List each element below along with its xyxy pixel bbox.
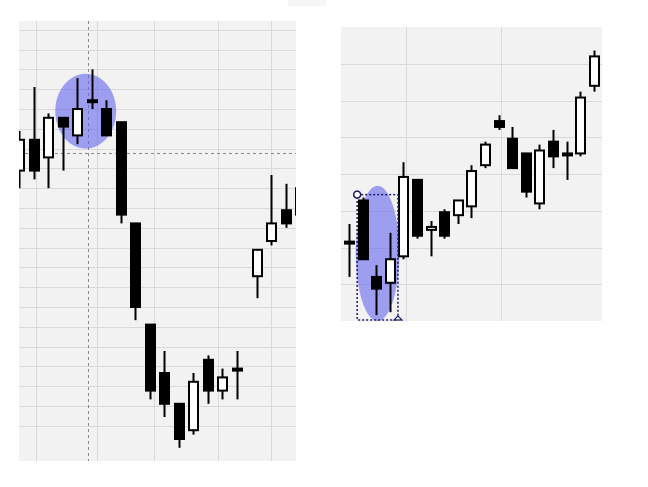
candle bbox=[453, 199, 464, 224]
selection-handle-top-left bbox=[352, 190, 362, 199]
candle bbox=[466, 165, 477, 219]
candle-body bbox=[344, 240, 355, 245]
candle bbox=[575, 91, 586, 157]
candle-body bbox=[130, 222, 141, 308]
candle-body bbox=[203, 358, 214, 392]
candle-body bbox=[188, 380, 199, 432]
candle-body bbox=[43, 116, 54, 159]
chart-panel-right bbox=[341, 27, 602, 321]
candles bbox=[344, 50, 600, 316]
candle-body bbox=[439, 211, 450, 237]
candle-body bbox=[521, 152, 532, 193]
candle bbox=[494, 115, 505, 130]
candle-body bbox=[266, 222, 277, 242]
candle bbox=[43, 113, 54, 189]
candle-body bbox=[232, 367, 243, 372]
candle bbox=[371, 265, 382, 316]
candle-body bbox=[174, 402, 185, 440]
candle-body bbox=[466, 170, 477, 208]
selection-box bbox=[356, 193, 399, 321]
candle-body bbox=[101, 108, 112, 137]
candle-body bbox=[534, 149, 545, 205]
candle bbox=[562, 141, 573, 180]
candle-body bbox=[116, 121, 127, 216]
candles bbox=[19, 69, 296, 448]
candle bbox=[385, 232, 396, 313]
candle-body bbox=[562, 152, 573, 157]
candle-body bbox=[453, 199, 464, 217]
candle bbox=[174, 402, 185, 448]
candle bbox=[159, 351, 170, 417]
candle-body bbox=[58, 116, 69, 128]
candle-body bbox=[217, 376, 228, 392]
candle bbox=[58, 116, 69, 171]
candle bbox=[344, 223, 355, 277]
candle bbox=[116, 121, 127, 224]
candle bbox=[101, 100, 112, 137]
candle-body bbox=[480, 143, 491, 167]
candle bbox=[281, 183, 292, 228]
candle-body bbox=[398, 175, 409, 258]
top-edge-mark bbox=[288, 0, 326, 6]
candle bbox=[480, 141, 491, 169]
candle-body bbox=[507, 137, 518, 170]
candle-body bbox=[358, 199, 369, 261]
highlight-ellipse bbox=[55, 73, 117, 149]
candle bbox=[521, 152, 532, 198]
candle bbox=[426, 221, 437, 257]
candle-body bbox=[426, 225, 437, 231]
candle-body bbox=[371, 275, 382, 290]
candle-body bbox=[589, 55, 600, 87]
chart-background bbox=[19, 21, 296, 461]
candle-body bbox=[159, 372, 170, 405]
candle-body bbox=[281, 209, 292, 225]
candle bbox=[130, 222, 141, 321]
candle bbox=[252, 248, 263, 299]
candle bbox=[507, 126, 518, 170]
candlestick-chart-left bbox=[19, 21, 296, 461]
candle-body bbox=[72, 108, 83, 137]
candle bbox=[534, 144, 545, 210]
candle-body bbox=[29, 138, 40, 172]
selection-handle-bottom-right bbox=[392, 315, 404, 321]
candle bbox=[398, 162, 409, 260]
candle bbox=[548, 129, 559, 169]
candle bbox=[232, 351, 243, 400]
candle bbox=[188, 373, 199, 435]
gridlines bbox=[19, 21, 296, 461]
candle bbox=[439, 209, 450, 239]
candle-body bbox=[87, 99, 98, 104]
candle bbox=[589, 50, 600, 92]
candle bbox=[266, 175, 277, 246]
candle-body bbox=[494, 120, 505, 128]
candle bbox=[19, 131, 25, 189]
candle bbox=[29, 87, 40, 180]
candlestick-chart-right bbox=[341, 27, 602, 321]
candle-body bbox=[548, 140, 559, 158]
candle-body bbox=[145, 323, 156, 392]
candle bbox=[217, 368, 228, 400]
candle-body bbox=[412, 178, 423, 237]
candle bbox=[203, 355, 214, 404]
candle-body bbox=[575, 96, 586, 155]
candle bbox=[145, 323, 156, 400]
candle bbox=[72, 78, 83, 145]
candle-body bbox=[252, 248, 263, 278]
candle-body bbox=[385, 258, 396, 284]
candle bbox=[87, 69, 98, 109]
candle bbox=[358, 197, 369, 261]
candle bbox=[412, 178, 423, 239]
candle-body bbox=[19, 138, 25, 172]
chart-panel-left bbox=[19, 21, 296, 461]
